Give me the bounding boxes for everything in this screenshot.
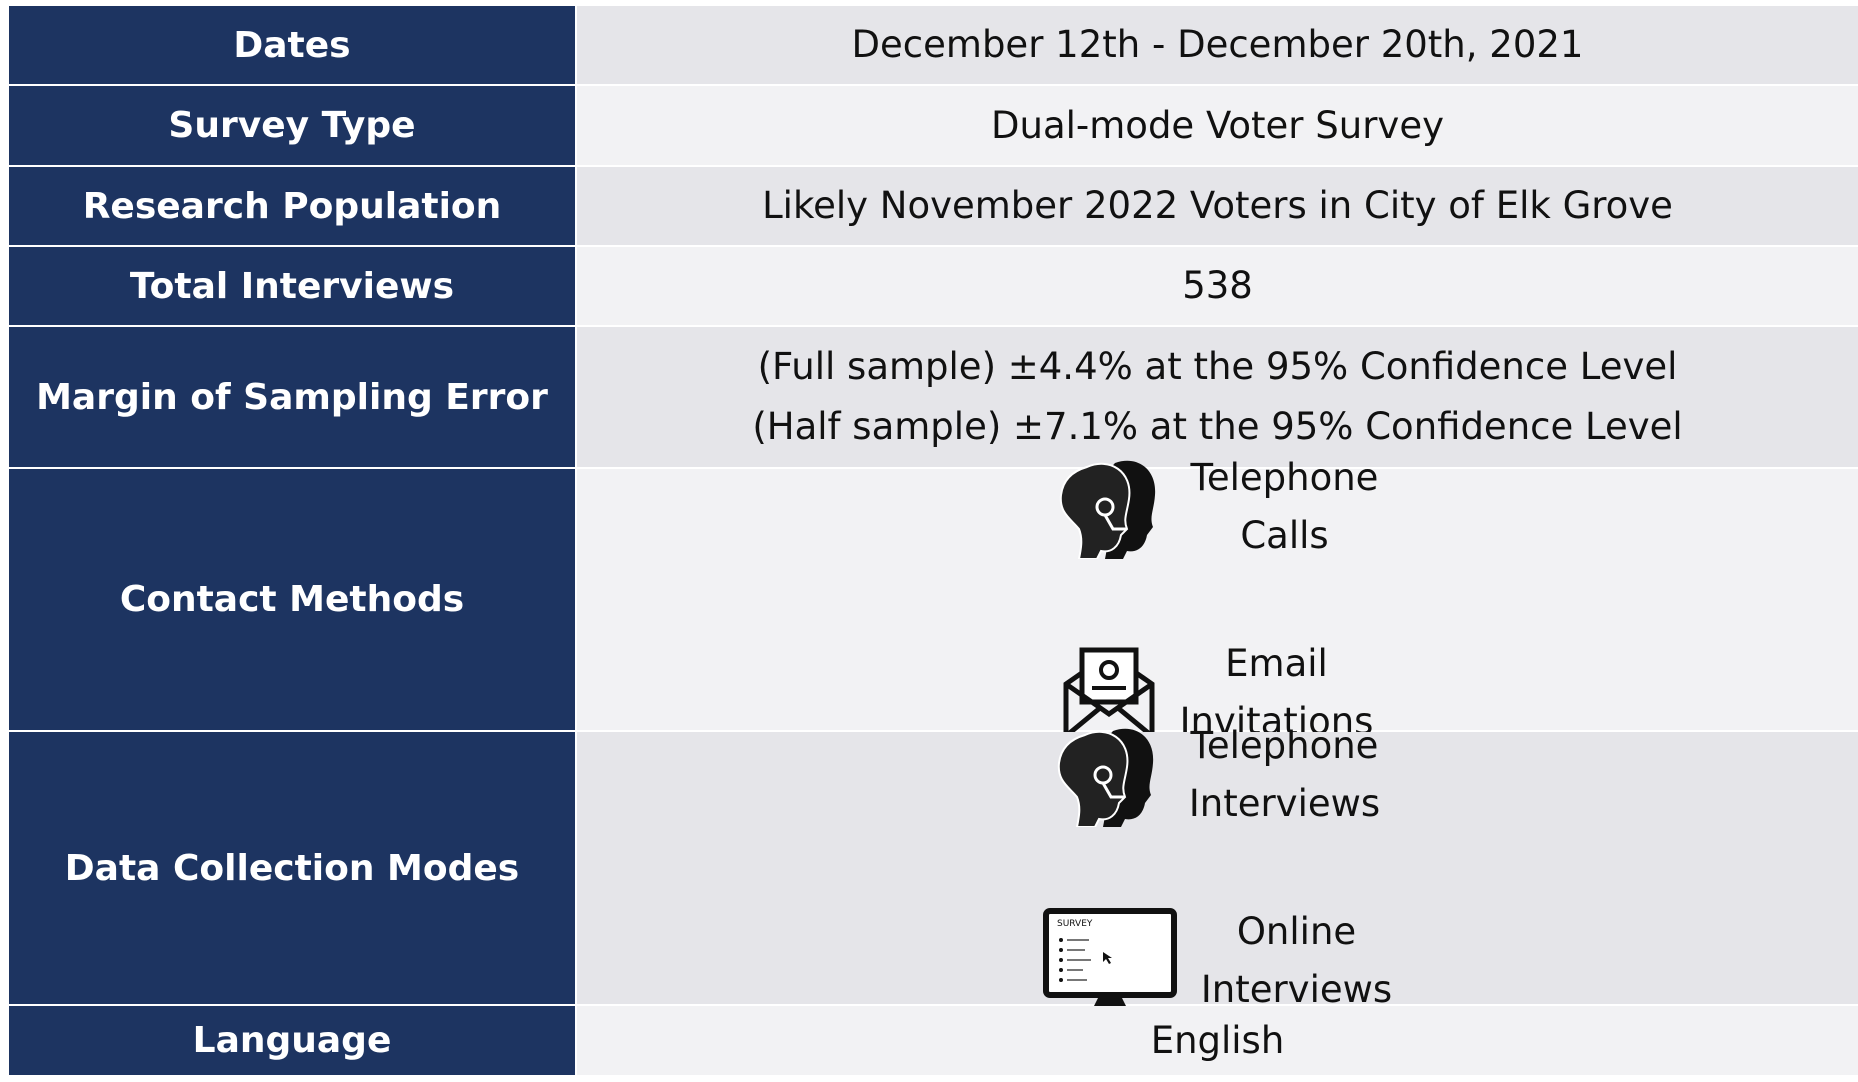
headset-icon xyxy=(1059,460,1155,559)
row-label: Data Collection Modes xyxy=(9,732,575,1004)
mode-text: Interviews xyxy=(1200,968,1393,1011)
headset-icon xyxy=(1057,728,1153,827)
row-value: (Full sample) ±4.4% at the 95% Confidenc… xyxy=(577,327,1858,467)
value-line: (Full sample) ±4.4% at the 95% Confidenc… xyxy=(757,345,1678,388)
mode-text: Interviews xyxy=(1188,782,1381,825)
row-label: Margin of Sampling Error xyxy=(9,327,575,467)
mode-text: Online xyxy=(1236,910,1357,953)
row-value: December 12th - December 20th, 2021 xyxy=(577,6,1858,84)
row-label: Language xyxy=(9,1006,575,1075)
method: Email Invitations xyxy=(1062,635,1373,751)
method: Telephone Calls xyxy=(1057,449,1379,565)
row-value: Telephone Interviews SURVEY Online Inter… xyxy=(577,724,1858,1012)
row-value: Dual-mode Voter Survey xyxy=(577,86,1858,165)
row-value: Likely November 2022 Voters in City of E… xyxy=(577,167,1858,245)
mode-text: Telephone xyxy=(1190,724,1379,767)
row-label: Contact Methods xyxy=(9,469,575,730)
row-label: Survey Type xyxy=(9,86,575,165)
email-icon xyxy=(1063,647,1155,738)
screen-text: SURVEY xyxy=(1057,919,1093,929)
method-text: Email xyxy=(1225,641,1328,685)
value-line: (Half sample) ±7.1% at the 95% Confidenc… xyxy=(752,405,1683,448)
method-text: Telephone xyxy=(1190,455,1379,499)
row-value: 538 xyxy=(577,247,1858,325)
mode: Telephone Interviews xyxy=(1055,717,1380,833)
monitor-icon: SURVEY xyxy=(1042,908,1177,1012)
method-text: Calls xyxy=(1240,513,1329,557)
row-value: English xyxy=(577,1006,1858,1075)
row-label: Dates xyxy=(9,6,575,84)
row-label: Research Population xyxy=(9,167,575,245)
row-label: Total Interviews xyxy=(9,247,575,325)
row-value: Telephone Calls Email Invitations xyxy=(577,456,1858,743)
mode: SURVEY Online Interviews xyxy=(1042,903,1393,1019)
survey-table: Dates December 12th - December 20th, 202… xyxy=(9,6,1858,1075)
